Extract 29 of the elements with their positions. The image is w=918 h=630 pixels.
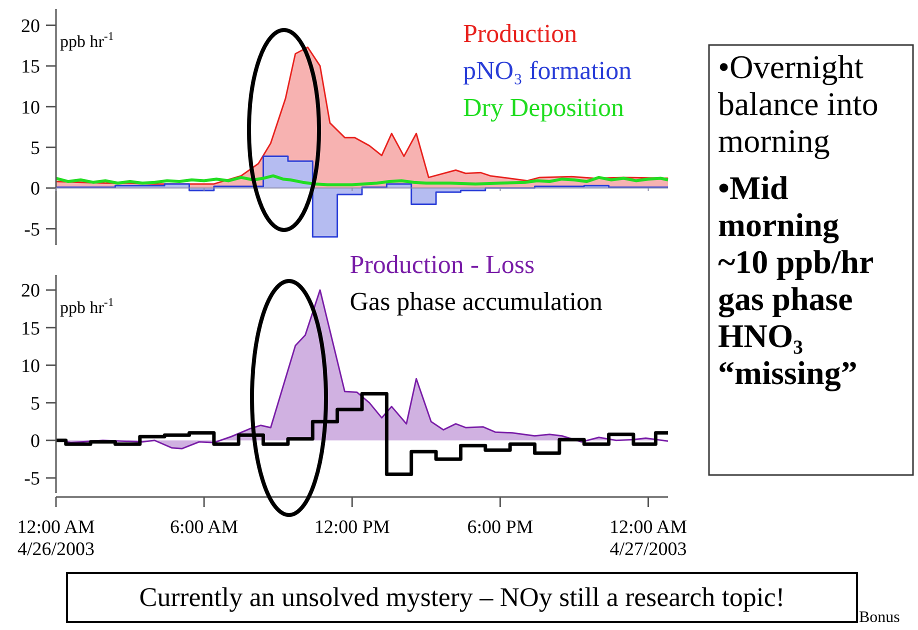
x-tick-label: 12:00 AM 4/27/2003: [609, 517, 688, 560]
y-tick-label: 10: [21, 97, 40, 118]
y-tick-label: -5: [24, 468, 40, 490]
x-tick-label: 12:00 AM 4/26/2003: [17, 517, 95, 560]
y-tick-label: 5: [30, 393, 40, 414]
text: •Mid morning ~10 ppb/hr gas phase HNO₃ “missing”: [718, 171, 874, 393]
y-tick-label: 10: [21, 356, 40, 377]
text: pNO₃ formation: [462, 56, 632, 85]
y-tick-label: 15: [21, 56, 40, 78]
y-axis-title: ppb hr$^{-1}$: [60, 295, 114, 317]
x-tick-label: 6:00 AM: [170, 517, 238, 538]
x-tick-label: 12:00 PM: [314, 517, 390, 538]
x-tick-label: 6:00 PM: [467, 517, 534, 538]
text: Bonus: [859, 609, 900, 626]
text: •Overnight balance into morning: [718, 50, 880, 161]
y-tick-label: 0: [30, 431, 40, 452]
y-tick-label: 5: [30, 138, 40, 159]
y-tick-label: 20: [21, 280, 40, 302]
text: Dry Deposition: [462, 93, 624, 122]
text: Production: [462, 19, 578, 48]
y-tick-label: 15: [21, 318, 40, 340]
y-tick-label: 0: [30, 178, 40, 200]
y-tick-label: 20: [21, 16, 40, 37]
text: Gas phase accumulation: [350, 287, 602, 316]
y-tick-label: -5: [24, 219, 40, 240]
text: Currently an unsolved mystery – NOy still a research topic!: [139, 582, 785, 612]
line-series: [54, 174, 670, 186]
series-label: Production - Loss: [350, 250, 535, 279]
y-axis-title: ppb hr$^{-1}$: [60, 29, 114, 51]
